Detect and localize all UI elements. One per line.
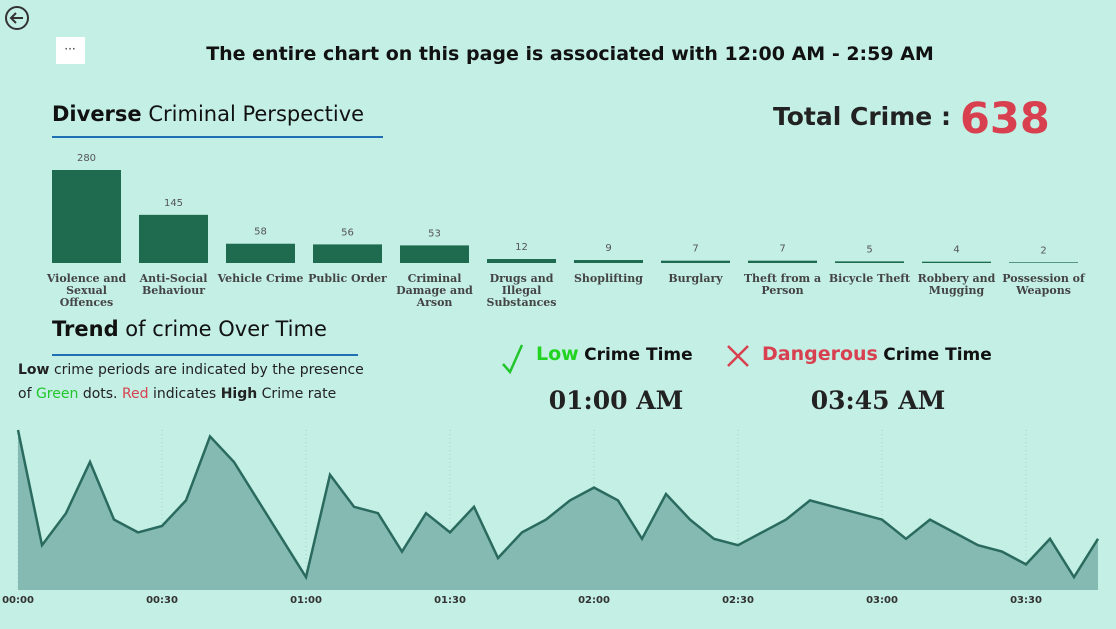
category-label: Criminal Damage and Arson bbox=[396, 272, 473, 309]
data-label: 12 bbox=[515, 242, 528, 253]
data-label: 56 bbox=[341, 227, 354, 238]
danger-suffix: Crime Time bbox=[883, 345, 992, 365]
data-label: 7 bbox=[692, 244, 698, 255]
back-button[interactable] bbox=[5, 6, 29, 30]
bar bbox=[226, 243, 295, 263]
note: Low crime periods are indicated by the p… bbox=[18, 358, 364, 406]
bar bbox=[139, 214, 208, 263]
x-tick-label: 01:00 bbox=[290, 595, 322, 606]
bar bbox=[400, 245, 469, 263]
bar bbox=[661, 260, 730, 263]
category-label: Violence and Sexual Offences bbox=[46, 272, 127, 309]
danger-word: Dangerous bbox=[762, 343, 878, 365]
category-label: Anti-Social Behaviour bbox=[139, 272, 208, 297]
category-label: Burglary bbox=[668, 272, 723, 285]
category-label: Shoplifting bbox=[573, 272, 643, 285]
bar bbox=[835, 261, 904, 263]
low-time: 01:00 AM bbox=[548, 386, 684, 415]
x-tick-label: 02:30 bbox=[722, 595, 754, 606]
data-label: 58 bbox=[254, 227, 267, 238]
chart-title: Trend of crime Over Time bbox=[52, 317, 327, 341]
kpi-label: Total Crime : bbox=[773, 102, 951, 131]
data-label: 7 bbox=[779, 244, 785, 255]
bar bbox=[574, 260, 643, 263]
category-label: Vehicle Crime bbox=[217, 272, 304, 285]
low-label: Low Crime Time bbox=[536, 343, 693, 365]
title-rest: Criminal Perspective bbox=[148, 102, 365, 126]
x-tick-label: 03:30 bbox=[1010, 595, 1042, 606]
note-text: Red bbox=[121, 386, 149, 402]
more-options[interactable] bbox=[56, 37, 85, 64]
category-label: Theft from a Person bbox=[743, 272, 822, 297]
data-label: 280 bbox=[77, 153, 96, 164]
data-label: 145 bbox=[164, 198, 183, 209]
note-text: Green bbox=[35, 386, 79, 402]
category-label: Drugs and Illegal Substances bbox=[486, 272, 557, 309]
category-label: Robbery and Mugging bbox=[917, 272, 996, 297]
category-label: Bicycle Theft bbox=[828, 272, 911, 285]
x-tick-label: 00:30 bbox=[146, 595, 178, 606]
check-icon bbox=[502, 344, 524, 375]
low-word: Low bbox=[536, 343, 579, 365]
title-bold: Diverse bbox=[52, 102, 142, 126]
danger-time: 03:45 AM bbox=[810, 386, 946, 415]
data-label: 53 bbox=[428, 228, 441, 239]
data-label: 9 bbox=[605, 243, 611, 254]
title-bold: Trend bbox=[52, 317, 119, 341]
page-header: The entire chart on this page is associa… bbox=[206, 43, 934, 65]
low-suffix: Crime Time bbox=[584, 345, 693, 365]
bar bbox=[922, 261, 991, 263]
back-arrow bbox=[9, 12, 23, 24]
bar bbox=[1009, 262, 1078, 263]
category-label: Public Order bbox=[308, 272, 387, 285]
category-label: Possession of Weapons bbox=[1002, 272, 1085, 297]
bar bbox=[52, 170, 121, 263]
bar bbox=[487, 259, 556, 263]
data-label: 5 bbox=[866, 244, 872, 255]
x-tick-label: 02:00 bbox=[578, 595, 610, 606]
note-text: dots. bbox=[82, 386, 118, 402]
chart-title: Diverse Criminal Perspective bbox=[52, 102, 364, 126]
more-dots: ··· bbox=[64, 42, 75, 56]
bar bbox=[748, 260, 817, 263]
title-rest: of crime Over Time bbox=[125, 317, 327, 341]
note-text: Crime rate bbox=[261, 386, 337, 402]
note-text: High bbox=[220, 386, 258, 402]
kpi-value: 638 bbox=[960, 94, 1050, 144]
note-text: Low bbox=[18, 362, 50, 378]
x-tick-label: 00:00 bbox=[2, 595, 34, 606]
note-text: indicates bbox=[153, 386, 217, 402]
note-text: of bbox=[18, 386, 32, 402]
x-tick-label: 03:00 bbox=[866, 595, 898, 606]
data-label: 2 bbox=[1040, 245, 1046, 256]
area-line bbox=[16, 429, 1100, 581]
x-tick-label: 01:30 bbox=[434, 595, 466, 606]
bar bbox=[313, 244, 382, 263]
cross-icon bbox=[727, 345, 749, 367]
danger-label: Dangerous Crime Time bbox=[762, 343, 992, 365]
note-text: crime periods are indicated by the prese… bbox=[53, 362, 364, 378]
data-label: 4 bbox=[953, 245, 959, 256]
